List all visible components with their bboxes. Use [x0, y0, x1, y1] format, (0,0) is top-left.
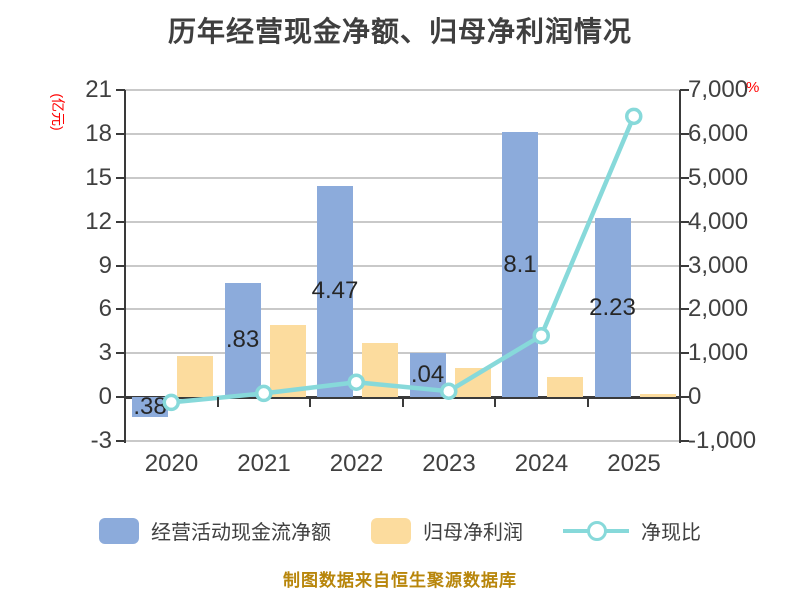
bar-operating-cash-flow-2025	[594, 218, 631, 398]
line-path	[171, 115, 636, 405]
gridline	[125, 308, 680, 311]
bar-net-profit-2021	[269, 325, 306, 398]
right-axis-tick-label: 2,000	[688, 295, 749, 323]
left-axis-tick-label: 12	[85, 207, 112, 235]
left-axis-tick-label: 15	[85, 163, 112, 191]
left-axis-tick	[116, 89, 125, 91]
right-axis-tick	[680, 352, 689, 355]
right-axis-tick	[680, 176, 689, 179]
legend-swatch-yellow-bar	[371, 517, 411, 544]
right-axis-tick-label: 6,000	[688, 119, 749, 147]
bar-net-profit-2020	[177, 356, 213, 398]
left-axis-tick-label: 6	[98, 295, 112, 323]
left-axis-tick-label: 9	[98, 251, 112, 279]
bar-net-profit-2022	[362, 343, 398, 398]
gridline	[125, 440, 680, 442]
x-axis-tick	[586, 397, 589, 408]
right-axis-tick-label: 7,000	[688, 76, 749, 103]
x-axis-year-label: 2024	[514, 450, 569, 477]
x-axis-year-label: 2023	[422, 450, 476, 477]
gridline	[125, 264, 680, 267]
left-axis-tick-label: 0	[98, 383, 112, 411]
right-axis-tick	[680, 264, 689, 267]
bar-value-label-2020: .38	[133, 393, 167, 421]
line-point-2020	[162, 393, 180, 412]
left-axis-tick	[116, 396, 125, 399]
right-axis-line	[679, 90, 681, 443]
data-source-note: 制图数据来自恒生聚源数据库	[283, 571, 517, 590]
x-axis-tick	[679, 397, 681, 408]
gridline	[125, 220, 680, 223]
right-axis-unit-label: %	[746, 79, 760, 96]
right-axis-tick-label: 3,000	[688, 251, 749, 279]
net-cash-ratio-line	[162, 107, 643, 412]
right-axis-tick	[680, 440, 689, 442]
legend-label-net-profit: 归母净利润	[423, 522, 523, 544]
right-axis-tick	[680, 396, 689, 399]
legend-label-operating-cash-flow: 经营活动现金流净额	[151, 522, 331, 544]
x-axis-tick	[309, 397, 311, 408]
left-axis-tick	[116, 264, 125, 267]
bar-value-label-2024: 8.1	[503, 250, 537, 278]
chart-title: 历年经营现金净额、归母净利润情况	[167, 16, 632, 47]
x-axis-tick	[216, 397, 219, 408]
right-axis-tick	[680, 220, 689, 223]
left-axis-line	[124, 90, 126, 443]
right-axis-tick-label: 0	[688, 383, 702, 411]
x-axis-tick	[494, 397, 496, 408]
left-axis-tick	[116, 352, 125, 355]
bar-net-profit-2025	[639, 394, 676, 398]
legend-line-marker-icon	[563, 520, 629, 541]
line-point-2025	[625, 107, 643, 126]
legend-circle-marker-icon	[587, 520, 607, 541]
left-axis-tick	[116, 176, 125, 179]
legend: 经营活动现金流净额 归母净利润 净现比	[0, 516, 800, 545]
bar-value-label-2021: .83	[225, 325, 260, 353]
legend-label-net-cash-ratio: 净现比	[641, 522, 701, 544]
right-axis-tick-label: 5,000	[688, 163, 749, 191]
gridline	[125, 132, 680, 135]
right-axis-tick	[680, 132, 689, 135]
right-axis-tick-label: 1,000	[688, 339, 749, 367]
x-axis-year-label: 2020	[144, 450, 199, 477]
line-point-2021	[255, 384, 273, 403]
x-axis-year-label: 2025	[607, 450, 661, 477]
legend-item-net-cash-ratio: 净现比	[563, 516, 701, 545]
x-axis-year-label: 2022	[329, 450, 384, 477]
line-point-2023	[440, 382, 458, 400]
bar-operating-cash-flow-2021	[224, 282, 261, 398]
left-axis-tick	[116, 440, 125, 442]
gridline	[125, 89, 680, 91]
line-point-2022	[347, 373, 365, 391]
right-axis-tick	[680, 308, 689, 311]
left-axis-tick-label: 18	[85, 119, 112, 147]
legend-item-operating-cash-flow: 经营活动现金流净额	[99, 516, 331, 545]
bar-value-label-2025: 2.23	[589, 293, 636, 321]
x-axis-tick	[124, 397, 126, 408]
line-point-2024	[532, 326, 550, 345]
bar-operating-cash-flow-2020	[132, 397, 168, 418]
right-axis-tick-label: 4,000	[688, 207, 749, 235]
gridline	[125, 352, 680, 355]
left-axis-tick	[116, 308, 125, 311]
x-axis-tick	[401, 397, 404, 408]
left-axis-tick	[116, 132, 125, 135]
left-axis-tick-label: -3	[90, 427, 112, 454]
bar-net-profit-2024	[547, 376, 583, 398]
bar-operating-cash-flow-2022	[317, 185, 353, 398]
left-axis-tick-label: 21	[85, 76, 112, 103]
gridline	[125, 176, 680, 179]
right-axis-tick	[680, 89, 689, 91]
left-axis-tick	[116, 220, 125, 223]
x-axis-year-label: 2021	[237, 450, 291, 477]
legend-swatch-blue-bar	[99, 517, 139, 544]
legend-item-net-profit: 归母净利润	[371, 516, 523, 545]
bar-value-label-2022: 4.47	[311, 277, 359, 305]
plot-area: .38 .83 4.47 .04 8.1 2.23	[124, 89, 681, 443]
left-axis-tick-label: 3	[98, 339, 112, 367]
bar-value-label-2023: .04	[410, 360, 445, 388]
bar-operating-cash-flow-2024	[502, 132, 538, 398]
right-axis-tick-label: -1,000	[688, 427, 757, 454]
